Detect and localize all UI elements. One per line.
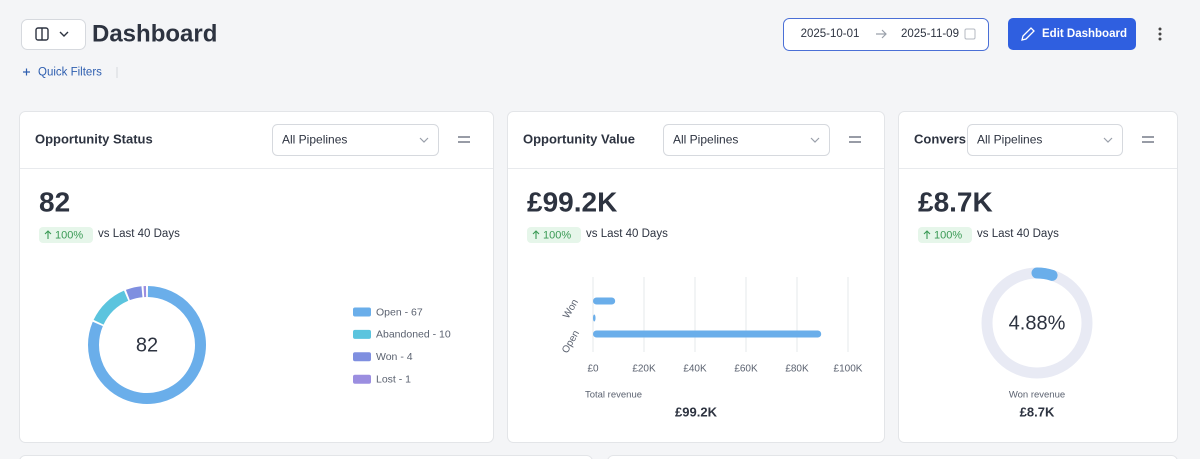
dropdown-label: All Pipelines — [977, 133, 1042, 147]
gauge-value-label: 4.88% — [1009, 312, 1066, 334]
date-start: 2025-10-01 — [801, 28, 860, 40]
legend-swatch — [353, 307, 371, 317]
dropdown-chevron — [419, 137, 429, 143]
legend-label: Abandoned - 10 — [376, 329, 451, 341]
filter-icon[interactable] — [1142, 136, 1154, 143]
dropdown-label: All Pipelines — [673, 133, 738, 147]
metric-value: £8.7K — [918, 186, 993, 217]
gauge-caption: Won revenue — [1009, 390, 1065, 401]
card — [607, 455, 1178, 459]
edit-dashboard-label: Edit Dashboard — [1042, 28, 1127, 40]
x-tick-label: £0 — [587, 364, 599, 375]
change-value: 100% — [934, 229, 962, 241]
donut-segment — [88, 286, 206, 404]
donut-center-label: 82 — [136, 334, 158, 356]
more-menu[interactable] — [1158, 27, 1162, 41]
up-arrow — [532, 230, 540, 239]
cards: Opportunity Status All Pipelines 82 100% vs … — [19, 111, 1178, 443]
pipeline-dropdown[interactable]: All Pipelines — [967, 124, 1123, 156]
dropdown-box — [663, 124, 830, 156]
legend-swatch — [353, 352, 371, 362]
comparison-label: vs Last 40 Days — [98, 228, 180, 240]
bar — [593, 314, 596, 322]
x-tick-label: £100K — [834, 364, 863, 375]
legend-label: Lost - 1 — [376, 373, 411, 385]
edit-dashboard-button[interactable]: Edit Dashboard — [1008, 18, 1136, 50]
bar — [593, 297, 616, 305]
card-title: Opportunity Status — [35, 131, 153, 146]
comparison-label: vs Last 40 Days — [586, 228, 668, 240]
card — [19, 455, 593, 459]
pipeline-dropdown[interactable]: All Pipelines — [272, 124, 439, 156]
total-value: £8.7K — [1020, 404, 1055, 419]
quick-filters-label: Quick Filters — [38, 67, 102, 79]
x-tick-label: £60K — [734, 364, 758, 375]
filter-icon[interactable] — [849, 136, 861, 143]
legend-swatch — [353, 329, 371, 339]
change-badge — [918, 227, 972, 243]
x-tick-label: £80K — [785, 364, 809, 375]
donut-segment — [125, 286, 143, 301]
quick-filters[interactable]: Quick Filters — [23, 67, 118, 79]
up-arrow — [44, 230, 52, 239]
filter-icon[interactable] — [458, 136, 470, 143]
pipeline-dropdown[interactable]: All Pipelines — [663, 124, 830, 156]
card-title: Opportunity Value — [523, 131, 635, 146]
change-badge — [527, 227, 581, 243]
change-badge — [39, 227, 93, 243]
metric-value: £99.2K — [527, 186, 617, 217]
page-title: Dashboard — [92, 20, 217, 47]
card — [507, 111, 885, 443]
card-title: Convers — [914, 131, 966, 146]
date-range-picker[interactable]: 2025-10-01 2025-11-09 — [783, 18, 989, 51]
dropdown-chevron — [810, 137, 820, 143]
x-tick-label: £20K — [632, 364, 656, 375]
donut-segment — [93, 290, 129, 325]
dropdown-label: All Pipelines — [282, 133, 347, 147]
dropdown-chevron — [1103, 137, 1113, 143]
gauge-arc — [1031, 267, 1058, 281]
comparison-label: vs Last 40 Days — [977, 228, 1059, 240]
legend-label: Won - 4 — [376, 351, 413, 363]
layout-button[interactable] — [21, 19, 86, 50]
legend-swatch — [353, 374, 371, 384]
change-value: 100% — [543, 229, 571, 241]
dropdown-box — [967, 124, 1123, 156]
card — [19, 111, 494, 443]
metric-value: 82 — [39, 186, 70, 217]
change-value: 100% — [55, 229, 83, 241]
legend-label: Open - 67 — [376, 306, 423, 318]
bar — [593, 330, 822, 338]
total-value: £99.2K — [675, 404, 718, 419]
up-arrow — [923, 230, 931, 239]
x-tick-label: £40K — [683, 364, 707, 375]
date-end: 2025-11-09 — [901, 28, 959, 40]
x-axis-title: Total revenue — [585, 390, 642, 401]
dropdown-box — [272, 124, 439, 156]
